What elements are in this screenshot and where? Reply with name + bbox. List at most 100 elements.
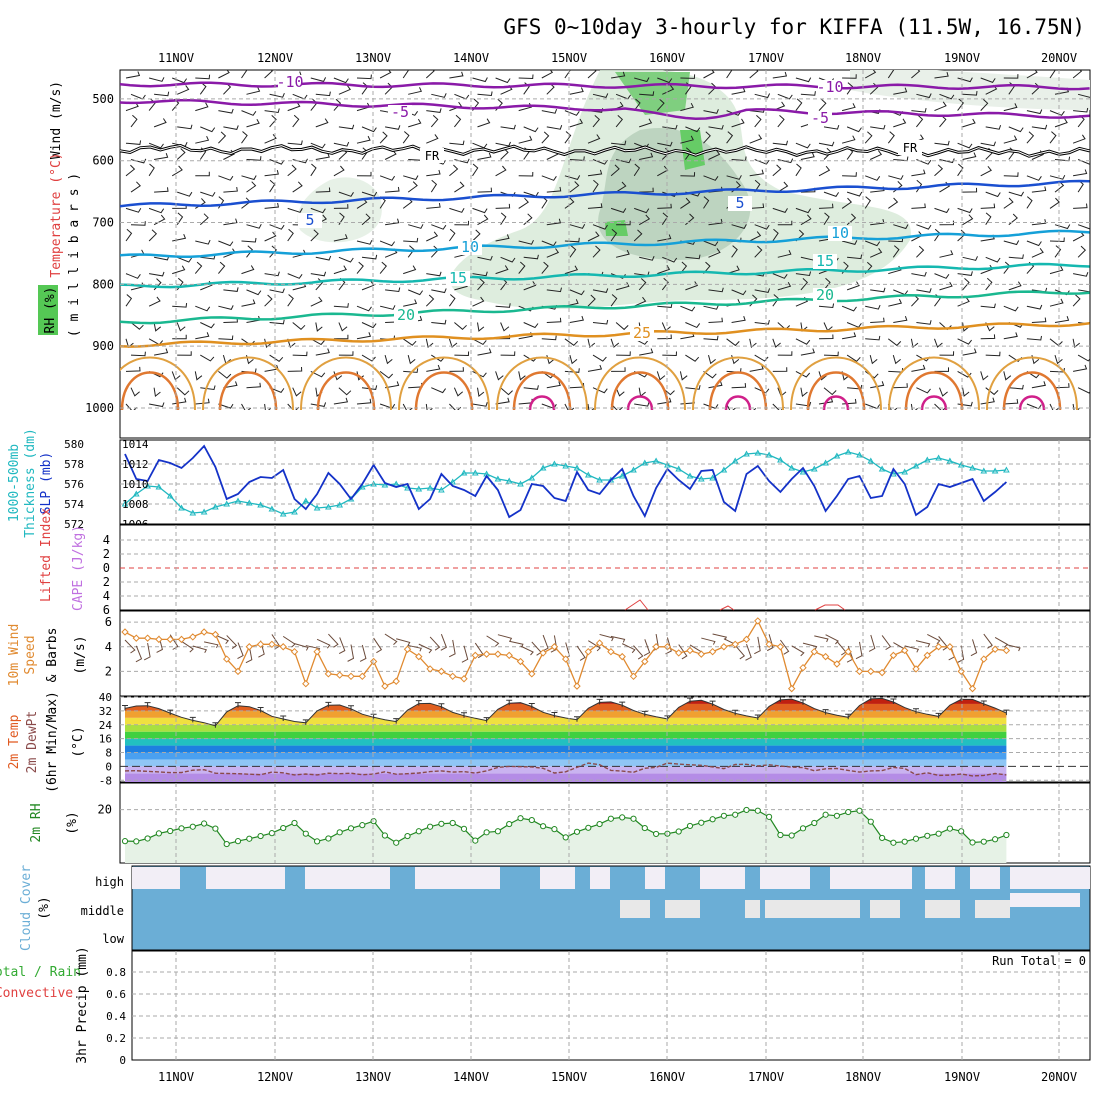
- wind-barb: [426, 134, 439, 144]
- wind-barb: [615, 322, 629, 331]
- wind-barb: [154, 187, 169, 193]
- rh2m-point: [460, 825, 468, 832]
- wind-barb: [523, 322, 539, 329]
- wind-barb: [610, 403, 623, 410]
- thickness-label-2: Thickness (dm): [23, 428, 38, 538]
- wind-barb: [264, 294, 273, 307]
- wind-barb: [888, 237, 904, 243]
- wind-barb: [1054, 354, 1063, 365]
- wind-barb: [472, 402, 488, 407]
- temp-label-1: 2m Temp: [7, 714, 22, 769]
- wind-barb: [564, 403, 575, 410]
- wind-barb: [957, 98, 964, 111]
- wind-barb: [592, 115, 600, 128]
- contour-label: 25: [633, 324, 651, 342]
- contour-label: FR: [903, 141, 918, 155]
- wind-barb: [749, 70, 759, 79]
- 10m-wind-barb: [429, 636, 441, 651]
- thickness-point: [166, 492, 174, 499]
- wind-speed-point: [889, 651, 898, 660]
- wind-barb: [611, 140, 627, 146]
- li-tick: 2: [103, 575, 110, 589]
- 10m-wind-barb: [766, 634, 774, 652]
- wind-barb: [379, 175, 396, 181]
- wind-barb: [680, 305, 696, 312]
- wind-barb: [587, 169, 603, 177]
- wind-barb: [962, 256, 978, 261]
- 10m-wind-barb: [316, 638, 331, 649]
- wind-barb: [1077, 354, 1090, 362]
- 10m-wind-barb: [576, 645, 586, 661]
- wind-barb: [338, 85, 351, 95]
- wind-axis-label: Wind (m/s): [49, 81, 64, 159]
- wind-barb: [264, 231, 277, 242]
- wind-barb: [777, 249, 792, 258]
- thickness-point: [765, 451, 773, 458]
- wind-barb: [500, 212, 507, 225]
- wind-speed-point: [754, 617, 762, 625]
- wind-barb: [518, 135, 533, 144]
- wind-barb: [195, 171, 210, 177]
- wind-speed-point: [245, 643, 254, 651]
- wind-barb: [1003, 305, 1019, 312]
- warm-contour: [120, 356, 196, 410]
- wind-barb: [962, 187, 978, 193]
- rh2m-point: [720, 812, 728, 819]
- wind-speed-point: [912, 665, 920, 673]
- thickness-point: [212, 503, 219, 510]
- rh-color-swatch: [38, 285, 58, 335]
- wind-barb: [749, 203, 765, 209]
- wind-barb: [130, 114, 138, 128]
- wind-barb: [934, 140, 950, 146]
- wind-barb: [939, 158, 955, 164]
- contour-label-bg: [446, 271, 470, 286]
- rh2m-point: [675, 828, 682, 835]
- rh2m-point: [381, 832, 388, 839]
- wind-barb: [818, 98, 827, 111]
- wind-barb: [292, 322, 306, 330]
- wind-barb: [661, 277, 669, 291]
- top-date-label: 18NOV: [845, 51, 881, 65]
- temp-minmax-bar: [867, 695, 874, 701]
- rh2m-point: [359, 822, 366, 829]
- wind-barb: [842, 172, 857, 177]
- rh2m-point: [291, 819, 298, 827]
- wind-barb: [172, 303, 188, 308]
- wind-barb: [241, 131, 248, 144]
- wind-barb: [657, 141, 673, 147]
- warm-contour: [496, 356, 588, 410]
- wind-barb: [269, 245, 278, 258]
- temp-tick: 24: [99, 719, 113, 732]
- wind-barb: [823, 212, 830, 225]
- thickness-point: [392, 480, 400, 487]
- wind-barb: [338, 191, 354, 197]
- wind-barb: [680, 135, 694, 144]
- wind-barb: [587, 338, 596, 348]
- wind-barb: [1049, 174, 1066, 180]
- wind-barb: [177, 351, 192, 356]
- 10m-wind-barb: [915, 640, 931, 648]
- wind-barb: [454, 181, 465, 193]
- wind-barb: [1008, 191, 1025, 197]
- wind-barb: [892, 354, 901, 365]
- wind-barb: [1049, 70, 1056, 79]
- contour-label-bg: [813, 288, 837, 303]
- wind-barb: [818, 165, 831, 177]
- wind-barb: [726, 70, 733, 79]
- rh2m-point: [1003, 831, 1010, 839]
- wind-barb: [149, 402, 165, 408]
- wind-speed-point: [234, 667, 242, 676]
- rh2m-point: [167, 827, 174, 835]
- wind-barb: [546, 186, 562, 193]
- 10m-wind-barb: [701, 637, 716, 645]
- wind-barb: [841, 240, 858, 245]
- wind-barb: [426, 108, 442, 113]
- wind-barb: [657, 165, 669, 177]
- wind-barb: [1072, 134, 1086, 144]
- wind-barb: [869, 150, 883, 160]
- wind-barb: [564, 237, 580, 243]
- 10m-wind-barb: [461, 645, 469, 663]
- wind-speed-point: [392, 677, 400, 685]
- cloud-gap-middle: [870, 900, 900, 918]
- temp-minmax-bar: [370, 713, 377, 720]
